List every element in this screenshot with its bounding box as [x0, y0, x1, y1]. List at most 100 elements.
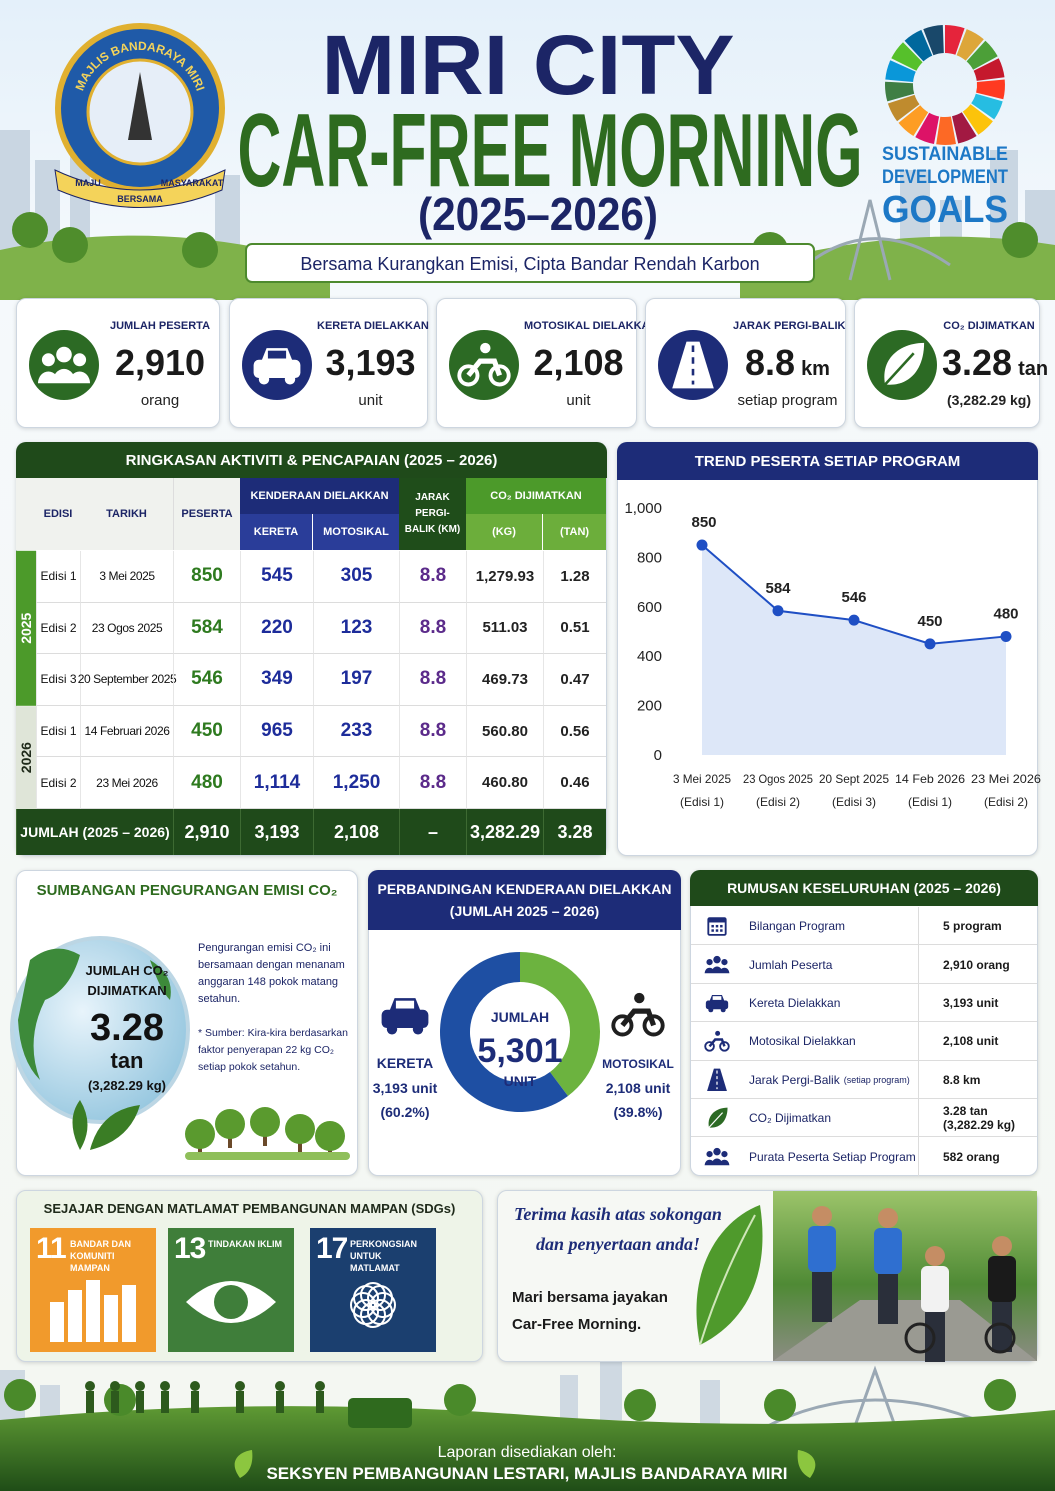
table-cell: 123 — [313, 602, 399, 655]
stat-value-row: 2,108 — [524, 342, 633, 386]
sdg-wheel-segment — [891, 42, 923, 71]
decor — [12, 212, 48, 248]
decor — [752, 232, 788, 268]
summary-value: 8.8 km — [943, 1061, 1035, 1099]
donut-title: PERBANDINGAN KENDERAAN DIELAKKAN (JUMLAH … — [368, 870, 681, 930]
summary-label: Motosikal Dielakkan — [749, 1022, 915, 1060]
summary-value: 2,108 unit — [943, 1022, 1035, 1060]
stat-value: 8.8 — [745, 342, 796, 383]
stat-unit: km — [801, 358, 830, 380]
emission-title: SUMBANGAN PENGURANGAN EMISI CO₂ — [36, 881, 338, 899]
decor — [236, 1391, 244, 1413]
table-total-cell: 2,108 — [313, 809, 399, 855]
decor — [190, 1381, 200, 1391]
stat-value: 3,193 — [325, 342, 416, 383]
sdg-title: SEJAJAR DENGAN MATLAMAT PEMBANGUNAN MAMP… — [43, 1200, 456, 1216]
summary-label: Jumlah Peserta — [749, 945, 915, 983]
decor — [135, 1381, 145, 1391]
logo-inner — [86, 58, 194, 166]
summary-divider — [918, 907, 919, 946]
table-cell: 14 Februari 2026 — [80, 705, 173, 758]
table-cell: 469.73 — [466, 654, 543, 706]
sdg-number: 11 — [36, 1232, 67, 1265]
table-header: JARAK PERGI-BALIK (KM) — [399, 478, 466, 550]
sdg-wheel-segment — [885, 81, 915, 102]
summary-note: (setiap program) — [843, 1074, 910, 1085]
table-cell: 1.28 — [543, 551, 606, 603]
summary-label-text: Motosikal Dielakkan — [749, 1034, 856, 1049]
summary-title: RUMUSAN KESELURUHAN (2025 – 2026) — [690, 870, 1038, 906]
decor — [348, 1398, 412, 1428]
summary-label: Kereta Dielakkan — [749, 984, 915, 1022]
summary-divider — [918, 1099, 919, 1138]
decor — [900, 170, 930, 300]
decor — [191, 1391, 199, 1413]
table-cell: 3 Mei 2025 — [80, 551, 173, 603]
decor — [600, 1360, 622, 1420]
sdg-wheel-segment — [945, 25, 965, 55]
table-header-bg — [16, 478, 173, 550]
summary-divider — [918, 1060, 919, 1099]
decor — [624, 1389, 656, 1421]
decor — [85, 1381, 95, 1391]
summary-value: 2,910 orang — [943, 945, 1035, 983]
table-cell: Edisi 1 — [36, 705, 80, 758]
table-cell: 460.80 — [466, 757, 543, 809]
table-header: KERETA — [240, 514, 313, 550]
logo-ring: MAJLIS BANDARAYA MIRI — [73, 39, 208, 93]
table-total-cell: – — [399, 809, 466, 855]
stat-value-row: 3,193 — [317, 342, 424, 386]
table-cell: 545 — [240, 551, 313, 603]
decor — [0, 130, 30, 300]
summary-row — [691, 1099, 1037, 1138]
decor — [799, 199, 951, 281]
decor — [700, 1380, 720, 1440]
emission-source: * Sumber: Kira-kira berdasarkan faktor p… — [198, 1027, 348, 1073]
decor — [110, 1381, 120, 1391]
title-line: (2025–2026) — [418, 188, 658, 240]
decor — [1025, 190, 1055, 300]
decor — [315, 1381, 325, 1391]
summary-label: CO₂ Dijimatkan — [749, 1099, 915, 1137]
summary-value-text: 3.28 tan — [943, 1104, 988, 1119]
summary-value-text: 8.8 km — [943, 1072, 981, 1087]
table-cell: 220 — [240, 602, 313, 655]
table-cell: 20 September 2025 — [78, 654, 177, 706]
decor — [0, 235, 1055, 300]
table-cell: 305 — [313, 551, 399, 603]
decor — [111, 1391, 119, 1413]
summary-row — [691, 1022, 1037, 1061]
summary-value-text: 5 program — [943, 919, 1002, 934]
table-cell: 8.8 — [399, 551, 466, 603]
donut-subtitle: (JUMLAH 2025 – 2026) — [449, 903, 600, 919]
table-total-cell: 3,282.29 — [466, 809, 543, 855]
decor — [984, 1379, 1016, 1411]
decor — [215, 175, 240, 300]
sdg-wheel-segment — [976, 79, 1005, 100]
logo-tower — [128, 72, 152, 140]
sdg-wheel-segment — [904, 29, 933, 62]
table-cell: 480 — [173, 757, 240, 809]
table-total-cell: JUMLAH (2025 – 2026) — [16, 809, 173, 855]
stat-unit: unit — [566, 392, 591, 409]
sdg-number: 17 — [316, 1232, 348, 1265]
table-year: 2025 — [16, 551, 36, 706]
decor — [86, 1391, 94, 1413]
stat-label: MOTOSIKAL DIELAKKAN — [524, 320, 658, 332]
summary-value-text: 2,108 unit — [943, 1034, 999, 1049]
decor — [276, 1391, 284, 1413]
emission-panel — [16, 870, 358, 1176]
sdg-wheel-segment — [898, 105, 929, 136]
decor — [40, 1385, 60, 1445]
title-line: MIRI CITY — [322, 18, 735, 112]
chart-title: TREND PESERTA SETIAP PROGRAM — [617, 442, 1038, 480]
summary-row — [691, 945, 1037, 984]
table-cell: 0.46 — [543, 757, 606, 809]
chart-panel — [617, 442, 1038, 856]
table-cell: 511.03 — [466, 602, 543, 655]
table-header: CO₂ DIJIMATKAN — [466, 478, 606, 514]
logo-ribbon-text: MAJU — [75, 178, 101, 188]
table-header: TARIKH — [106, 508, 147, 520]
sdg-logo-text: DEVELOPMENT — [882, 167, 1008, 188]
